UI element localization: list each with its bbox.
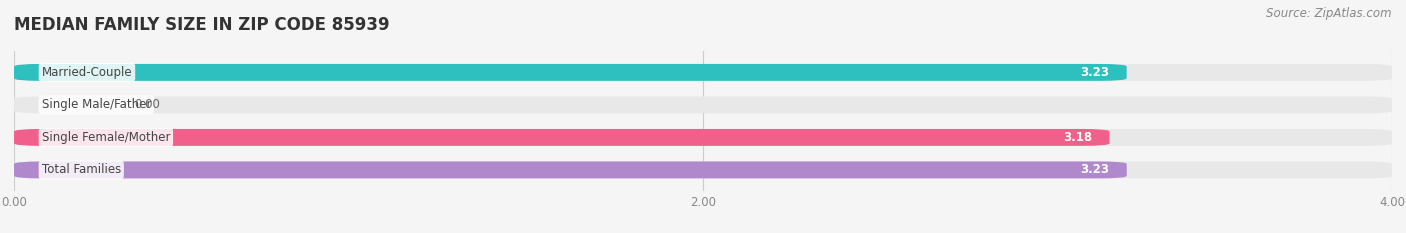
Text: 3.18: 3.18 xyxy=(1063,131,1092,144)
FancyBboxPatch shape xyxy=(14,161,1392,178)
FancyBboxPatch shape xyxy=(14,64,1126,81)
Text: 3.23: 3.23 xyxy=(1080,163,1109,176)
Text: Single Male/Father: Single Male/Father xyxy=(42,98,150,111)
FancyBboxPatch shape xyxy=(14,129,1392,146)
Text: Single Female/Mother: Single Female/Mother xyxy=(42,131,170,144)
Text: 0.00: 0.00 xyxy=(135,98,160,111)
FancyBboxPatch shape xyxy=(14,64,1392,81)
Text: Married-Couple: Married-Couple xyxy=(42,66,132,79)
Text: 3.23: 3.23 xyxy=(1080,66,1109,79)
Text: Source: ZipAtlas.com: Source: ZipAtlas.com xyxy=(1267,7,1392,20)
Text: MEDIAN FAMILY SIZE IN ZIP CODE 85939: MEDIAN FAMILY SIZE IN ZIP CODE 85939 xyxy=(14,17,389,34)
FancyBboxPatch shape xyxy=(14,129,1109,146)
Text: Total Families: Total Families xyxy=(42,163,121,176)
FancyBboxPatch shape xyxy=(14,96,1392,113)
FancyBboxPatch shape xyxy=(14,161,1126,178)
